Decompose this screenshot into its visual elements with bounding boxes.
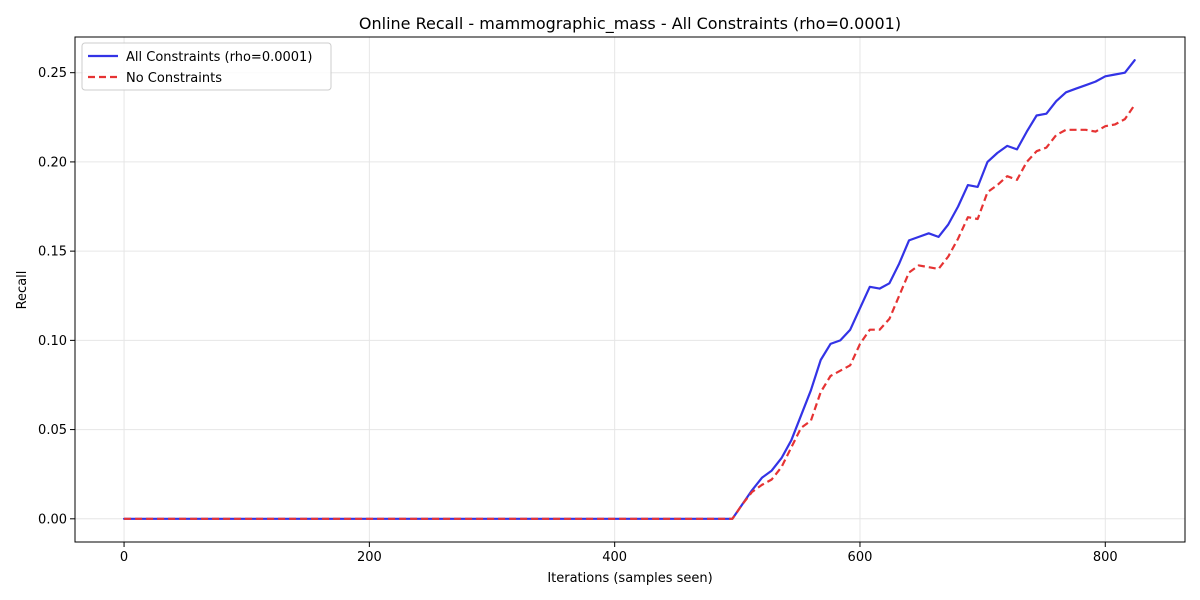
x-tick-label: 0 — [120, 550, 128, 565]
y-tick-label: 0.00 — [38, 512, 67, 527]
x-tick-label: 200 — [357, 550, 382, 565]
y-tick-label: 0.15 — [38, 245, 67, 260]
x-axis-ticks: 0 200 400 600 800 — [120, 542, 1118, 565]
y-tick-label: 0.05 — [38, 423, 67, 438]
grid-lines — [75, 37, 1185, 542]
legend-label-no-constraints: No Constraints — [126, 71, 222, 86]
y-tick-label: 0.25 — [38, 66, 67, 81]
x-tick-label: 400 — [602, 550, 627, 565]
y-tick-label: 0.10 — [38, 334, 67, 349]
y-tick-label: 0.20 — [38, 155, 67, 170]
series-layer — [122, 59, 1136, 520]
legend-label-all-constraints: All Constraints (rho=0.0001) — [126, 50, 312, 65]
series-line-all-constraints — [122, 59, 1136, 520]
series-line-no-constraints — [124, 104, 1136, 520]
y-axis-label: Recall — [15, 271, 30, 310]
legend: All Constraints (rho=0.0001) No Constrai… — [81, 42, 332, 91]
x-axis-label: Iterations (samples seen) — [547, 571, 712, 586]
x-tick-label: 600 — [848, 550, 873, 565]
y-axis-ticks: 0.00 0.05 0.10 0.15 0.20 0.25 — [38, 66, 75, 527]
x-tick-label: 800 — [1093, 550, 1118, 565]
chart-title: Online Recall - mammographic_mass - All … — [359, 14, 901, 34]
plot-frame — [74, 36, 1186, 543]
legend-box — [81, 42, 332, 91]
